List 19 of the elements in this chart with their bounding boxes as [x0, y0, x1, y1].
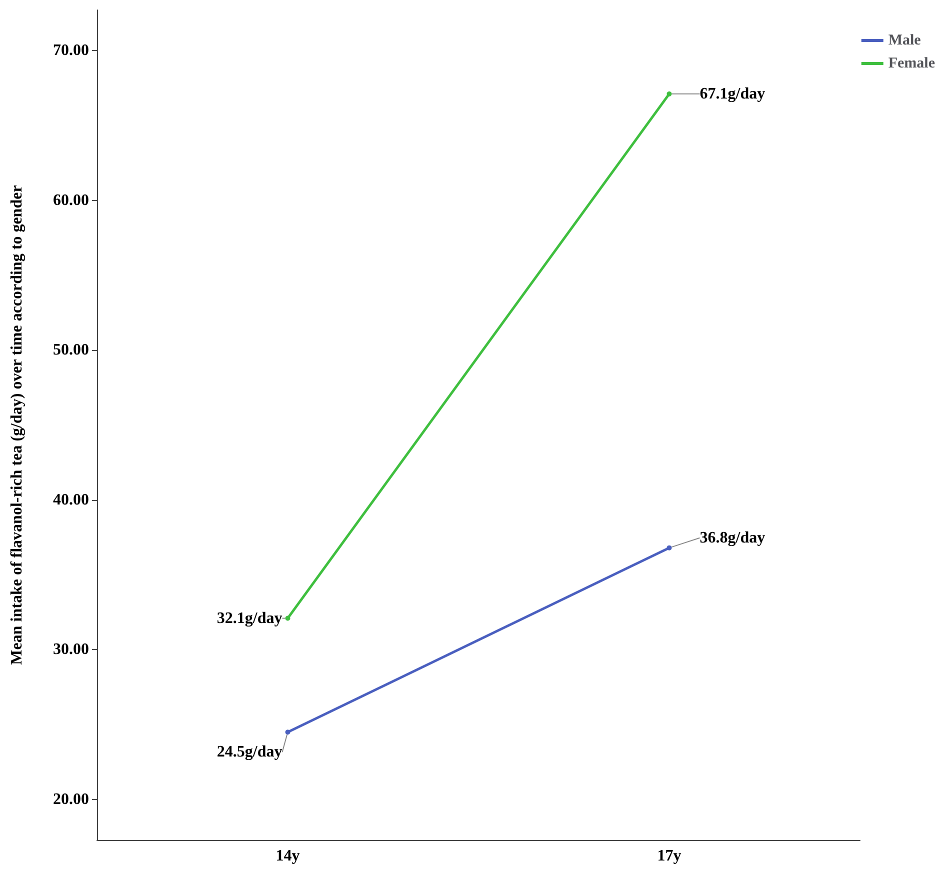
data-label: 36.8g/day — [700, 529, 766, 546]
y-tick-label: 60.00 — [53, 192, 89, 209]
legend-label: Female — [888, 56, 936, 72]
y-axis-title: Mean intake of flavanol-rich tea (g/day) over time according to gender — [8, 185, 26, 665]
y-tick-label: 30.00 — [53, 641, 89, 658]
data-label: 32.1g/day — [216, 610, 282, 627]
y-tick-label: 40.00 — [53, 491, 89, 508]
data-label: 24.5g/day — [216, 744, 282, 761]
y-tick-label: 70.00 — [53, 42, 89, 59]
point — [285, 730, 290, 735]
point — [285, 616, 290, 621]
data-label: 67.1g/day — [700, 85, 766, 102]
legend-label: Male — [888, 32, 922, 48]
y-tick-label: 20.00 — [53, 791, 89, 808]
point — [666, 545, 672, 550]
point — [666, 91, 672, 96]
y-tick-label: 50.00 — [53, 342, 89, 359]
x-tick-label: 17y — [657, 848, 682, 864]
x-tick-label: 14y — [276, 848, 300, 864]
